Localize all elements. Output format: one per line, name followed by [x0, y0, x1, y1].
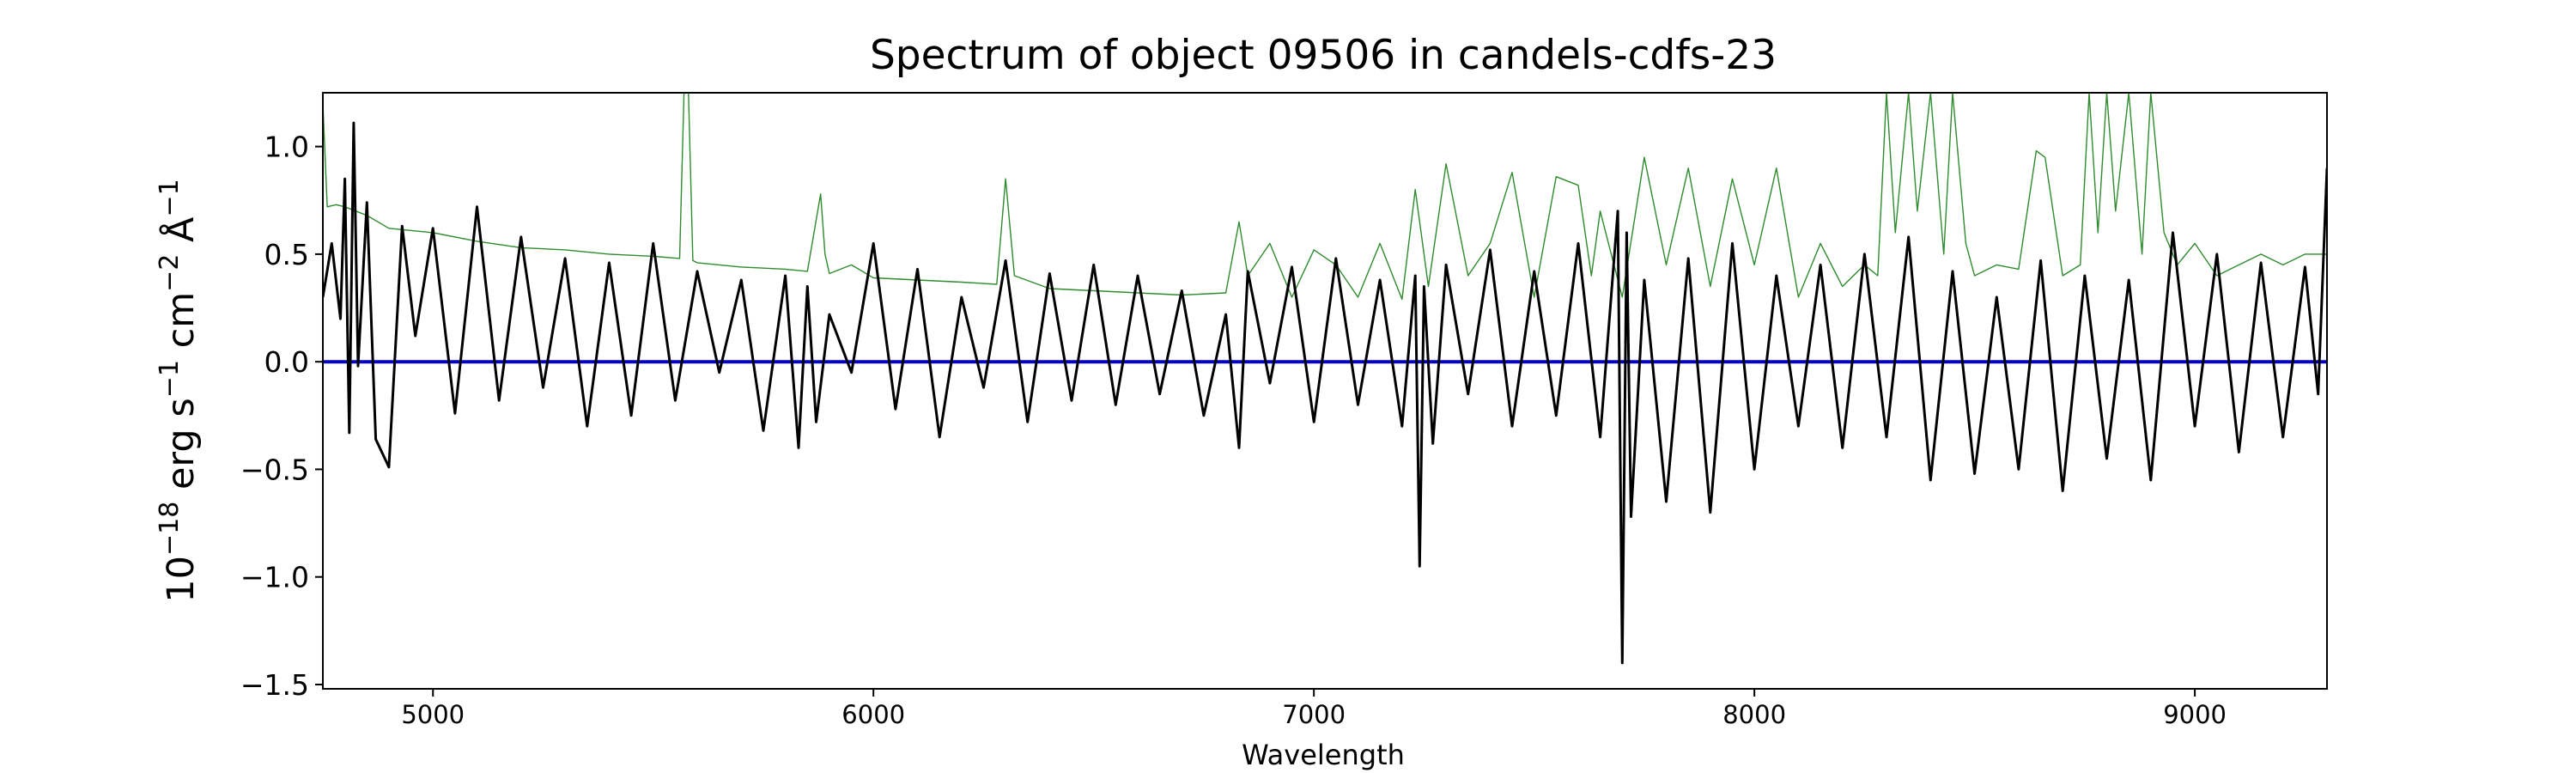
x-tick-label: 8000 [1722, 700, 1786, 729]
y-label-exp3: −2 [155, 254, 185, 292]
plot-frame [322, 92, 2328, 690]
y-tick-label: −0.5 [240, 453, 309, 486]
x-tick-label: 5000 [401, 700, 465, 729]
y-tick-label: −1.5 [240, 668, 309, 702]
x-tick-label: 6000 [841, 700, 905, 729]
y-label-unit3: Å [159, 216, 203, 254]
y-tick-label: 0.5 [264, 238, 309, 271]
x-axis-label: Wavelength [1242, 739, 1405, 771]
y-label-base: 10 [160, 556, 203, 603]
y-tick-label: 0.0 [264, 345, 309, 379]
chart-title: Spectrum of object 09506 in candels-cdfs… [870, 32, 1777, 79]
y-tick-label: 1.0 [264, 131, 309, 164]
y-axis-label: 10−18 erg s−1 cm−2 Å−1 [155, 179, 203, 602]
flux-series-line [323, 121, 2327, 665]
y-axis: 1.0 0.5 0.0 −0.5 −1.0 −1.5 [240, 131, 323, 702]
y-label-unit1: erg s [160, 398, 203, 501]
y-tick-label: −1.0 [240, 561, 309, 594]
y-label-exp1: −18 [155, 502, 185, 556]
y-label-unit2: cm [160, 292, 203, 360]
plot-area [323, 93, 2327, 665]
x-axis: 5000 6000 7000 8000 9000 [401, 689, 2227, 729]
y-label-exp4: −1 [155, 179, 185, 216]
x-tick-label: 7000 [1282, 700, 1346, 729]
x-tick-label: 9000 [2163, 700, 2227, 729]
y-label-exp2: −1 [155, 360, 185, 398]
noise-series-line [323, 93, 2327, 301]
series-layer [323, 93, 2327, 665]
